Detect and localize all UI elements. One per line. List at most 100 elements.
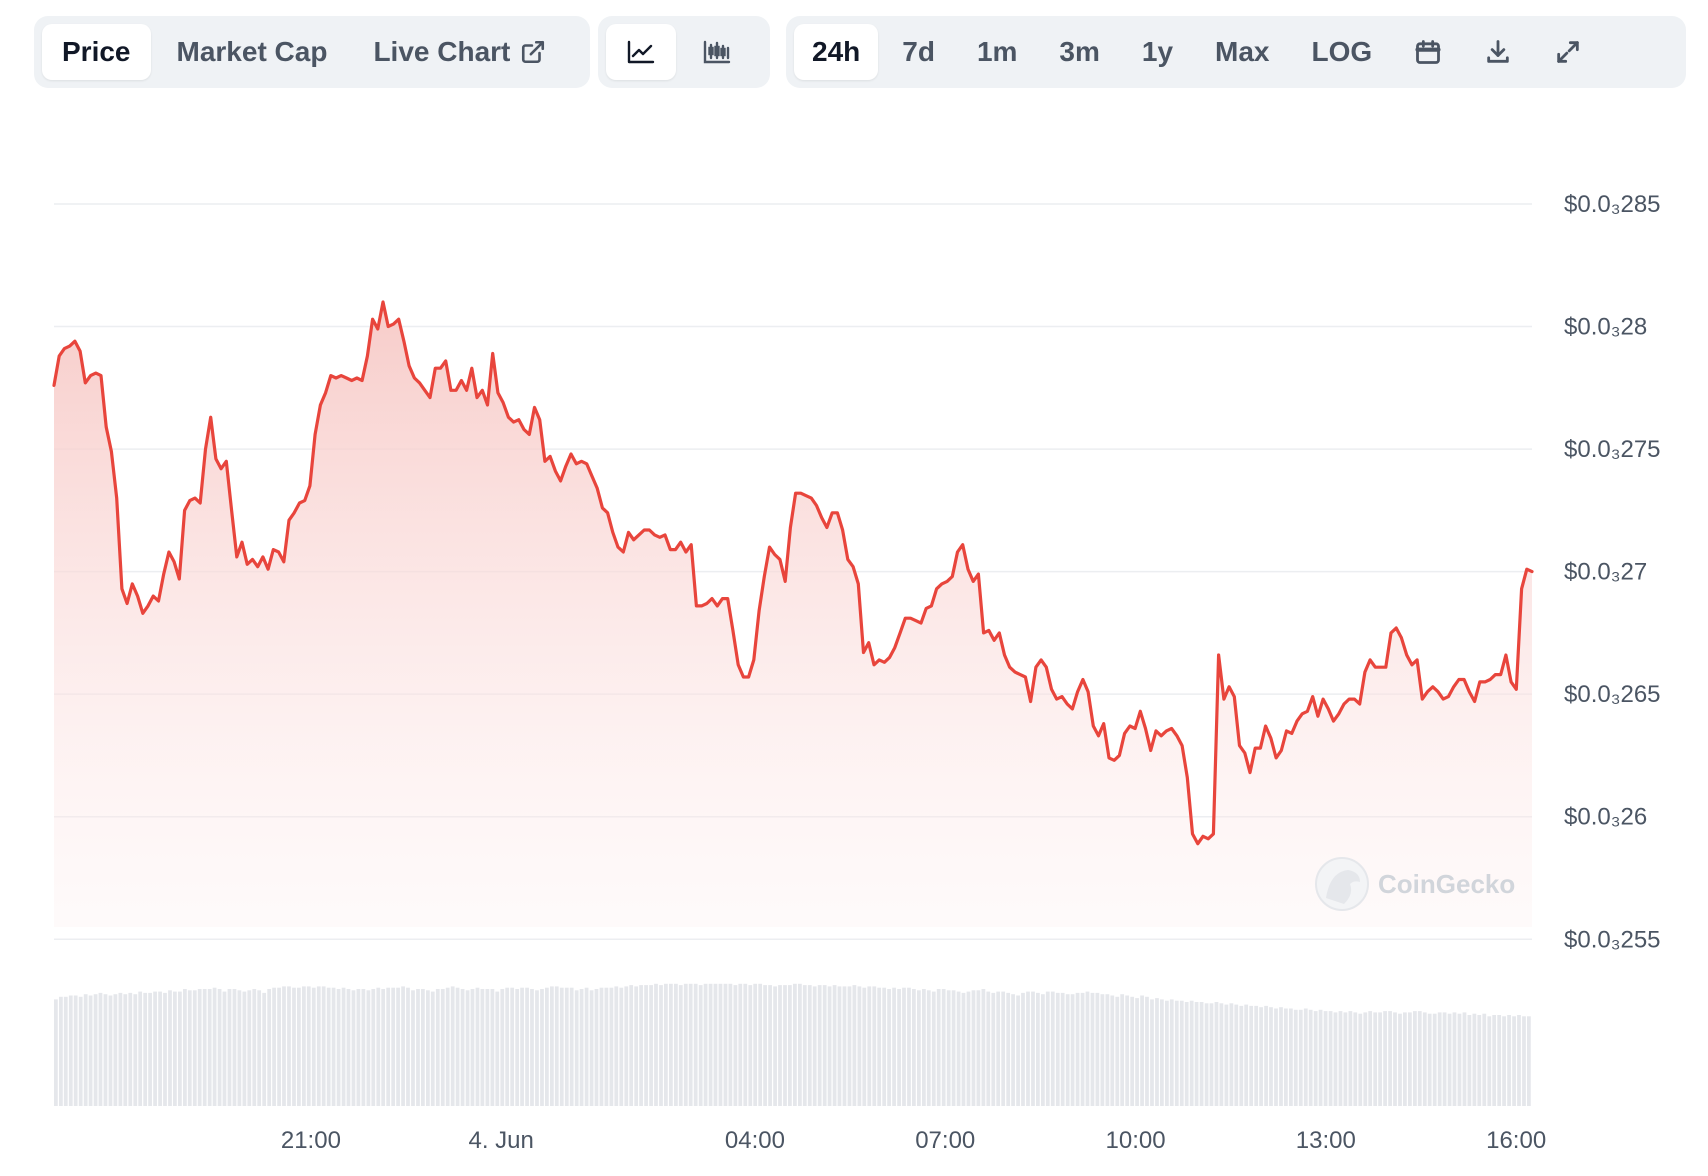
y-tick-label: $0.0₃27 [1564, 559, 1647, 586]
tab-price[interactable]: Price [42, 24, 151, 80]
volume-bar [381, 989, 386, 1106]
volume-bar [535, 990, 539, 1106]
volume-bar [386, 987, 391, 1106]
volume-bar [753, 983, 758, 1106]
volume-bar [1006, 992, 1011, 1106]
volume-bar [520, 987, 524, 1106]
volume-bar [1472, 1013, 1477, 1106]
candlestick-chart-button[interactable] [682, 24, 752, 80]
download-button[interactable] [1466, 24, 1530, 80]
volume-bar [272, 987, 276, 1106]
volume-bar [1224, 1004, 1229, 1106]
volume-bar [247, 990, 252, 1106]
price-area-fill [54, 302, 1532, 927]
volume-bar [1427, 1013, 1432, 1106]
range-1y[interactable]: 1y [1124, 24, 1191, 80]
fullscreen-button[interactable] [1536, 24, 1600, 80]
volume-bar [346, 989, 351, 1106]
volume-bar [227, 989, 232, 1106]
tab-live-chart[interactable]: Live Chart [353, 24, 566, 80]
volume-bar [1512, 1016, 1516, 1106]
volume-bar [758, 983, 763, 1106]
range-3m[interactable]: 3m [1041, 24, 1117, 80]
volume-bar [356, 989, 361, 1106]
volume-bar [78, 996, 83, 1106]
volume-bar [872, 986, 877, 1106]
volume-bar [912, 989, 916, 1106]
calendar-button[interactable] [1396, 24, 1460, 80]
volume-bar [282, 986, 286, 1106]
volume-bar [936, 989, 941, 1106]
volume-bar [63, 996, 68, 1106]
volume-bar [1507, 1015, 1511, 1106]
volume-bar [103, 994, 108, 1106]
volume-bar [1110, 995, 1115, 1106]
volume-bar [629, 985, 634, 1106]
volume-bar [1011, 994, 1015, 1106]
volume-bar [192, 990, 197, 1106]
x-tick-label: 10:00 [1106, 1127, 1166, 1154]
volume-bar [98, 992, 103, 1106]
volume-bar [1244, 1004, 1249, 1106]
volume-bar [852, 985, 857, 1106]
volume-bar [1318, 1009, 1323, 1106]
volume-bar [1517, 1015, 1521, 1106]
volume-bar [530, 989, 534, 1106]
volume-bar [242, 991, 247, 1106]
volume-bar [718, 983, 723, 1106]
volume-bar [907, 987, 911, 1106]
range-24h[interactable]: 24h [794, 24, 879, 80]
volume-bar [540, 989, 544, 1106]
range-7d[interactable]: 7d [884, 24, 953, 80]
volume-bar [917, 990, 921, 1106]
volume-bar [971, 990, 976, 1106]
volume-bar [674, 983, 678, 1106]
volume-bar [832, 985, 837, 1106]
range-max[interactable]: Max [1197, 24, 1287, 80]
volume-bar [470, 989, 475, 1106]
line-chart-button[interactable] [606, 24, 676, 80]
volume-bar [1085, 991, 1090, 1106]
volume-bar [976, 990, 981, 1106]
volume-bar [376, 987, 381, 1106]
volume-bar [88, 995, 93, 1106]
volume-bar [966, 991, 971, 1106]
coingecko-watermark: CoinGecko [1315, 857, 1515, 911]
volume-bar [232, 989, 237, 1106]
volume-bar [1338, 1011, 1343, 1106]
volume-bar [1358, 1013, 1363, 1106]
volume-bar [430, 991, 435, 1106]
volume-bar [569, 987, 574, 1106]
volume-bar [956, 991, 961, 1106]
volume-bar [550, 986, 554, 1106]
volume-bar [664, 983, 668, 1106]
volume-bar [624, 986, 629, 1106]
log-toggle[interactable]: LOG [1294, 24, 1391, 80]
volume-bar [1179, 1000, 1184, 1106]
volume-bar [1036, 992, 1040, 1106]
volume-bar [1467, 1015, 1472, 1106]
volume-bar [892, 987, 896, 1106]
volume-bar [475, 987, 480, 1106]
volume-bar [1219, 1003, 1224, 1106]
volume-bar [1165, 1000, 1169, 1106]
candlestick-chart-icon [702, 39, 732, 65]
volume-bar [311, 987, 316, 1106]
volume-bar [1353, 1012, 1358, 1106]
volume-bar [1026, 991, 1030, 1106]
volume-bar [306, 986, 311, 1106]
range-1m[interactable]: 1m [959, 24, 1035, 80]
external-link-icon [520, 39, 546, 65]
volume-bar [564, 987, 569, 1106]
volume-bar [371, 989, 376, 1106]
volume-bar [450, 986, 455, 1106]
y-tick-label: $0.0₃28 [1564, 314, 1647, 341]
volume-bar [688, 983, 693, 1106]
tab-market-cap[interactable]: Market Cap [157, 24, 348, 80]
volume-bar [515, 989, 520, 1106]
volume-bar [1502, 1016, 1506, 1106]
volume-bar [1274, 1008, 1278, 1106]
volume-bar [728, 983, 733, 1106]
volume-bar [391, 987, 396, 1106]
